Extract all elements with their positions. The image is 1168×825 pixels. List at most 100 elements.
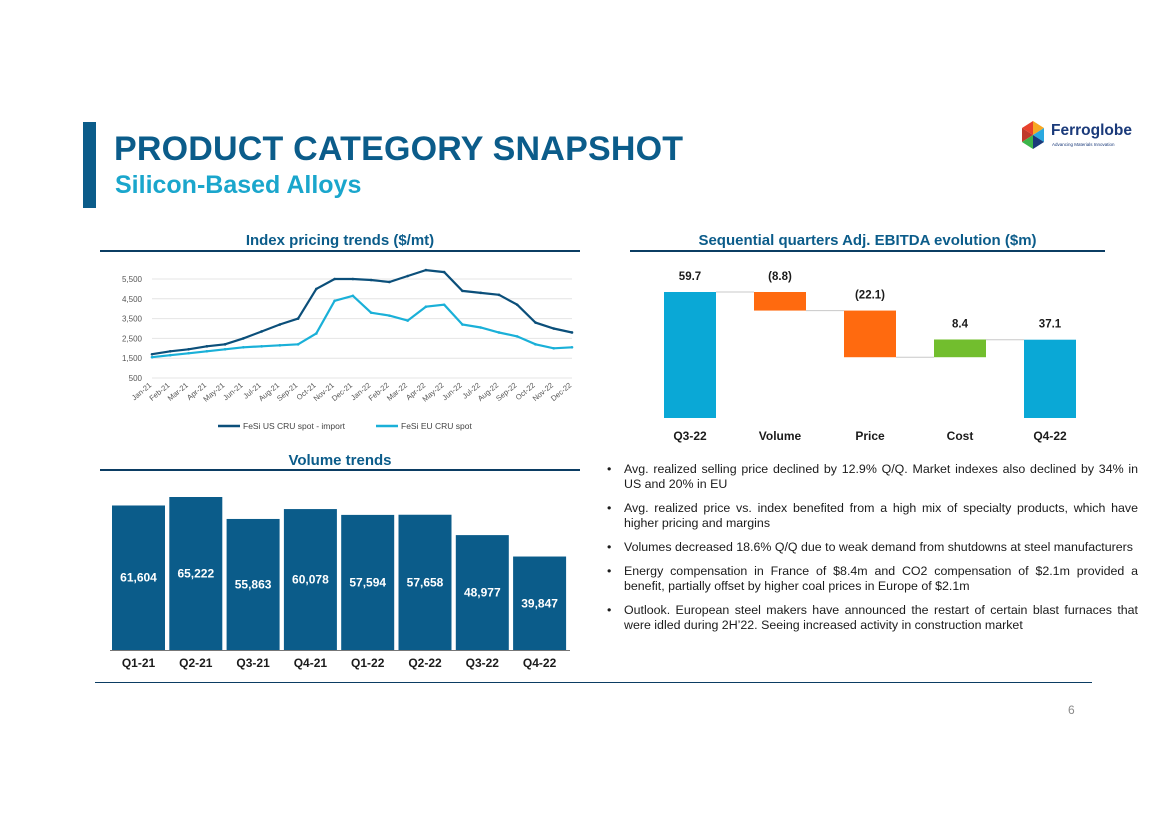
data-point — [278, 344, 282, 347]
commentary-item-volumes: Volumes decreased 18.6% Q/Q due to weak … — [607, 540, 1138, 555]
data-point — [479, 326, 482, 329]
ebitda-waterfall-rule — [630, 250, 1105, 252]
data-point — [315, 332, 318, 335]
legend-label: FeSi EU CRU spot — [401, 421, 472, 431]
waterfall-category-label: Q3-22 — [673, 429, 707, 443]
quarter-label: Q3-22 — [466, 656, 500, 670]
volume-bar — [226, 518, 280, 650]
commentary-list: Avg. realized selling price declined by … — [607, 462, 1138, 642]
waterfall-bar — [1024, 339, 1076, 418]
volume-data-label: 39,847 — [521, 596, 558, 610]
waterfall-category-label: Volume — [759, 429, 802, 443]
waterfall-data-label: 59.7 — [679, 271, 701, 283]
quarter-label: Q3-21 — [236, 656, 270, 670]
data-point — [461, 323, 464, 326]
data-point — [260, 345, 263, 348]
data-point — [242, 346, 245, 349]
x-tick-label: Jun-22 — [440, 381, 463, 403]
data-point — [497, 293, 501, 297]
page-title: PRODUCT CATEGORY SNAPSHOT — [114, 130, 684, 168]
volume-data-label: 57,658 — [407, 575, 444, 589]
quarter-label: Q2-22 — [408, 656, 442, 670]
volume-bar — [513, 556, 567, 650]
volume-bar — [283, 509, 337, 650]
volume-data-label: 65,222 — [177, 567, 214, 581]
x-tick-label: Dec-22 — [549, 381, 573, 403]
footer-rule — [95, 682, 1092, 683]
x-tick-label: Sep-21 — [275, 381, 299, 403]
volume-bar — [398, 514, 452, 650]
data-point — [552, 327, 556, 330]
y-tick-label: 3,500 — [122, 315, 143, 324]
data-point — [515, 335, 519, 338]
waterfall-bar — [664, 292, 716, 418]
waterfall-data-label: (8.8) — [768, 271, 792, 283]
data-point — [534, 321, 537, 324]
series-line-fesi-us — [151, 268, 573, 356]
waterfall-category-label: Price — [855, 429, 885, 443]
waterfall-data-label: 37.1 — [1039, 319, 1062, 331]
data-point — [570, 346, 574, 349]
waterfall-data-label: (22.1) — [855, 290, 885, 302]
data-point — [570, 331, 574, 334]
y-tick-label: 5,500 — [122, 275, 143, 284]
waterfall-category-label: Q4-22 — [1033, 429, 1067, 443]
data-point — [242, 337, 245, 340]
data-point — [315, 287, 318, 291]
y-tick-label: 4,500 — [122, 295, 143, 304]
logo-tagline: Advancing Materials Innovation — [1052, 142, 1115, 147]
logo-name: Ferroglobe — [1051, 122, 1132, 139]
index-pricing-rule — [100, 250, 580, 252]
volume-bar — [112, 505, 165, 650]
data-point — [479, 291, 482, 295]
data-point — [424, 268, 428, 272]
data-point — [369, 278, 373, 282]
commentary-item-energy: Energy compensation in France of $8.4m a… — [607, 564, 1138, 594]
x-tick-label: Sep-22 — [494, 381, 518, 403]
quarter-label: Q1-22 — [351, 656, 385, 670]
data-point — [406, 274, 409, 278]
data-point — [333, 299, 336, 303]
legend-label: FeSi US CRU spot - import — [243, 421, 346, 431]
page-number: 6 — [1068, 703, 1075, 717]
data-point — [333, 277, 336, 281]
volume-trends-chart: 61,604 Q1-21 65,222 Q2-21 55,863 Q3-21 60,078 Q… — [110, 497, 570, 670]
data-point — [296, 343, 300, 346]
commentary-item-outlook: Outlook. European steel makers have anno… — [607, 603, 1138, 633]
ferroglobe-logo: Ferroglobe Advancing Materials Innovatio… — [1020, 120, 1132, 154]
ebitda-waterfall-chart: 59.7 Q3-22 (8.8) Volume (22.1) Price 8.4 Cost 37… — [664, 271, 1076, 443]
waterfall-category-label: Cost — [947, 429, 974, 443]
title-accent-bar — [83, 122, 96, 208]
index-pricing-chart: 5001,5002,5003,5004,5005,500Jan-21Feb-21… — [122, 268, 574, 431]
data-point — [260, 330, 263, 333]
quarter-label: Q1-21 — [122, 656, 156, 670]
globe-logo-icon — [1022, 121, 1044, 149]
data-point — [278, 323, 282, 326]
index-pricing-title: Index pricing trends ($/mt) — [245, 232, 435, 249]
x-tick-label: Mar-22 — [385, 381, 409, 403]
data-point — [205, 349, 209, 353]
volume-data-label: 57,594 — [349, 575, 386, 589]
x-tick-label: Dec-21 — [330, 381, 354, 403]
data-point — [442, 303, 446, 307]
commentary-item-mix: Avg. realized price vs. index benefited … — [607, 501, 1138, 531]
data-point — [369, 311, 373, 314]
waterfall-bar — [754, 292, 806, 311]
y-tick-label: 2,500 — [122, 334, 143, 343]
data-point — [168, 349, 172, 353]
x-tick-label: Jun-21 — [221, 381, 244, 403]
volume-trends-rule — [100, 469, 580, 471]
quarter-label: Q2-21 — [179, 656, 213, 670]
data-point — [424, 305, 428, 309]
waterfall-bar — [934, 339, 986, 358]
data-point — [442, 270, 446, 274]
commentary-item-price: Avg. realized selling price declined by … — [607, 462, 1138, 492]
volume-bar — [169, 497, 223, 650]
data-point — [534, 343, 537, 346]
volume-bar — [455, 535, 509, 650]
volume-data-label: 61,604 — [120, 571, 157, 585]
data-point — [150, 352, 154, 356]
data-point — [497, 331, 501, 334]
data-point — [515, 303, 519, 307]
data-point — [223, 343, 227, 346]
